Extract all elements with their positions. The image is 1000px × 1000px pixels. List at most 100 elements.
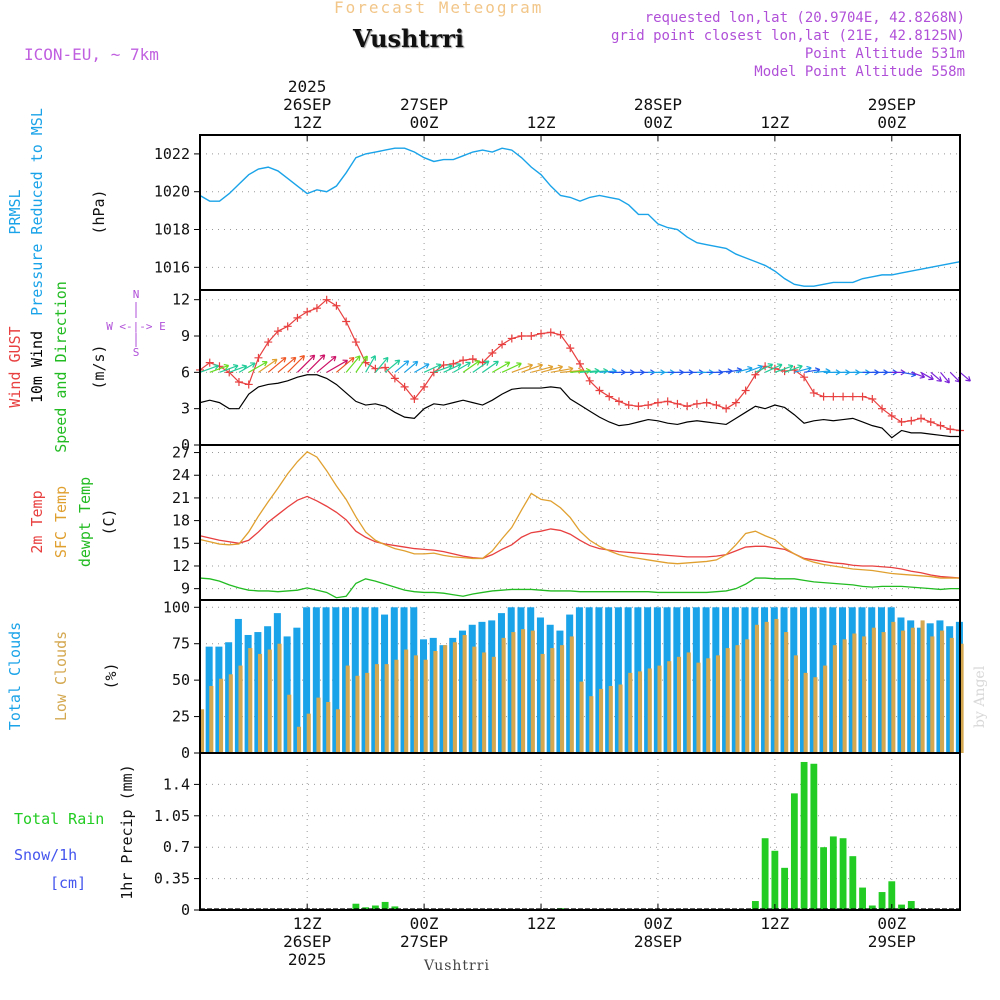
top-time-label: 00Z [877,113,906,132]
gust-marker [926,417,935,426]
low-cloud-bar [959,643,964,753]
low-cloud-bar [482,652,487,753]
low-cloud-bar [862,636,867,753]
total-cloud-bar [887,607,895,753]
compass-south: S [133,346,140,359]
low-cloud-bar [618,684,623,753]
total-cloud-bar [644,607,652,753]
bottom-time-label: 12Z [527,914,556,933]
low-cloud-bar [901,630,906,753]
low-cloud-bar [579,681,584,753]
low-cloud-bar [725,648,730,753]
low-cloud-bar [589,696,594,753]
gust-marker [273,327,282,336]
low-cloud-bar [774,618,779,753]
precip-legend-cm: [cm] [50,874,86,892]
low-cloud-bar [706,658,711,753]
wind-label-direction: Speed and Direction [52,281,70,453]
top-time-label: 00Z [410,113,439,132]
low-cloud-bar [257,653,263,753]
bottom-time-label: 2025 [288,950,327,969]
low-cloud-bar [238,665,243,753]
total-cloud-bar [351,607,359,753]
total-cloud-bar [215,646,223,753]
low-cloud-bar [267,649,272,753]
bottom-time-label: 00Z [643,914,672,933]
wind-direction-arrow [531,364,554,373]
top-time-label: 29SEP [868,95,916,114]
precip-ytick-label: 0 [181,901,190,919]
total-cloud-bar [429,637,437,753]
wind-direction-arrow [423,363,442,373]
rain-bar [790,793,798,910]
pressure-ytick-label: 1016 [154,258,190,276]
total-cloud-bar [907,620,915,753]
rain-bar [907,901,915,910]
total-cloud-bar [517,607,525,753]
gust-marker [605,392,614,401]
low-cloud-bar [345,665,350,753]
gust-marker [800,373,809,382]
low-cloud-bar [501,637,506,753]
gust-marker [683,402,692,411]
total-cloud-bar [877,607,885,753]
total-cloud-bar [264,626,272,753]
wind-ytick-label: 6 [181,363,190,381]
temperature-frame [199,444,961,601]
gust-marker [283,322,292,331]
top-time-label: 26SEP [283,95,331,114]
total-cloud-bar [926,623,934,753]
wind-direction-arrow [267,356,287,373]
total-cloud-bar [819,607,827,753]
wind-direction-arrow [940,371,950,384]
low-cloud-bar [413,655,418,753]
total-cloud-bar [273,613,281,753]
total-cloud-bar [897,617,905,753]
rain-bar [761,838,769,910]
temperature-ytick-label: 24 [172,466,190,484]
rain-bar [898,904,905,910]
low-cloud-bar [823,665,828,753]
low-cloud-bar [530,630,535,753]
low-cloud-bar [803,672,808,753]
wind-direction-arrow [316,355,337,373]
total-cloud-bar [595,607,603,753]
wind-direction-arrow [755,363,774,373]
clouds-label-low: Low Clouds [52,631,70,721]
clouds-label-total: Total Clouds [6,622,24,730]
low-cloud-bar [910,627,915,753]
clouds-ytick-label: 50 [172,671,190,689]
rain-bar [820,847,827,910]
rain-bar [771,850,779,910]
total-cloud-bar [653,607,661,753]
low-cloud-bar [764,621,769,753]
wind-direction-arrow [394,360,410,373]
low-cloud-bar [306,713,311,753]
gust-marker [351,338,360,347]
low-cloud-bar [754,624,759,753]
total-cloud-bar [322,607,330,753]
wind-direction-arrow [248,361,268,373]
clouds-ytick-label: 75 [172,635,190,653]
total-cloud-bar [400,607,408,753]
low-cloud-bar [930,636,935,753]
gust-marker [829,392,838,401]
dewpoint-line [199,577,960,599]
wind-label-10m: 10m Wind [28,331,46,403]
gust-marker [819,392,828,401]
low-cloud-bar [628,672,633,753]
low-cloud-bar [599,688,604,753]
gust-marker [741,386,750,395]
low-cloud-bar [569,636,574,753]
gust-marker [595,386,604,395]
low-cloud-bar [433,651,438,753]
gust-marker [624,401,633,410]
temp-label-dewpt: dewpt Temp [76,477,94,567]
total-cloud-bar [283,636,291,753]
gust-marker [293,313,302,322]
gust-marker [858,392,867,401]
gust-marker [663,397,672,406]
wind-direction-arrow [911,371,926,379]
low-cloud-bar [871,627,876,753]
total-cloud-bar [868,607,876,753]
